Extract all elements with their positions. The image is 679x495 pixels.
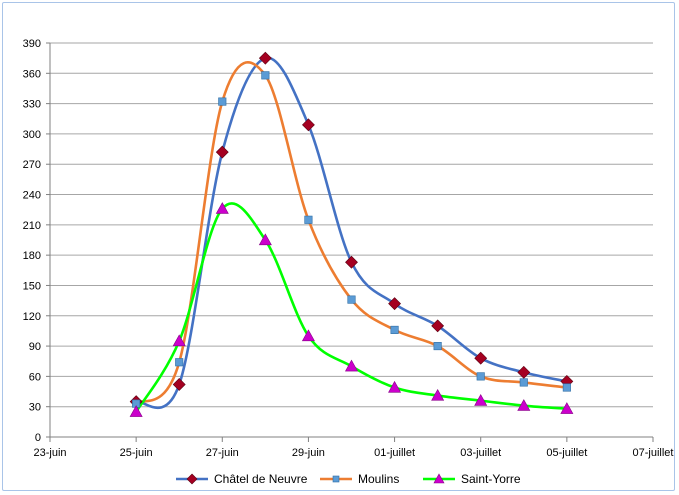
legend-item: Moulins [320,472,399,486]
x-tick-label: 25-juin [120,447,153,459]
data-point-diamond [431,319,445,333]
data-point-triangle [388,380,402,393]
data-point-diamond [215,145,229,159]
data-point-triangle [301,329,315,342]
data-point-diamond [474,351,488,365]
y-tick-label: 60 [29,371,41,383]
data-point-diamond [388,297,401,311]
y-tick-label: 30 [29,402,41,414]
x-tick-label: 07-juillet [633,447,674,459]
data-point-square [433,342,442,351]
y-tick-label: 0 [35,432,41,444]
data-point-square [562,383,571,392]
legend-label: Moulins [358,472,399,486]
data-point-square [519,378,528,387]
x-axis-ticks: 23-juin 25-juin 27-juin 29-juin 01-juillet 03… [33,437,673,459]
legend-label: Saint-Yorre [461,472,521,486]
y-tick-label: 150 [23,280,41,292]
data-point-triangle [560,402,574,414]
data-point-triangle [215,202,229,214]
data-point-square [347,295,356,304]
legend-label: Châtel de Neuvre [214,472,308,486]
data-point-square [332,475,340,483]
data-point-triangle [474,394,488,406]
data-point-diamond [302,118,315,132]
y-tick-label: 120 [23,311,41,323]
gridlines [50,42,653,408]
data-point-diamond [517,365,531,379]
y-axis-ticks: 0 30 60 90 120 150 180 210 240 270 300 330 360 390 [23,38,50,444]
data-point-square [476,372,485,381]
series-line-1 [135,61,568,405]
data-point-square [218,97,227,106]
data-point-triangle [344,359,359,372]
data-point-triangle [431,388,445,401]
data-point-diamond [172,378,186,391]
y-tick-label: 390 [23,38,41,50]
y-tick-label: 90 [29,341,41,353]
x-tick-label: 03-juillet [460,447,501,459]
series-lines [135,56,568,413]
data-point-square [304,215,313,224]
data-point-triangle [517,399,531,411]
y-tick-label: 330 [23,99,41,111]
x-tick-label: 29-juin [292,447,325,459]
y-tick-label: 210 [23,220,41,232]
x-tick-label: 05-juillet [546,447,587,459]
data-point-triangle [172,334,186,347]
data-point-square [175,358,184,367]
y-tick-label: 300 [23,129,41,141]
x-tick-label: 27-juin [206,447,239,459]
x-tick-label: 01-juillet [374,447,415,459]
series-markers [129,51,574,417]
y-tick-label: 360 [23,68,41,80]
data-point-square [390,325,399,334]
data-point-triangle [433,473,445,484]
legend: Châtel de Neuvre Moulins Saint-Yorre [176,472,521,486]
data-point-diamond [186,473,198,485]
x-tick-label: 23-juin [33,447,66,459]
legend-item: Châtel de Neuvre [176,472,308,486]
axes [49,43,653,438]
y-tick-label: 240 [23,190,41,202]
data-point-diamond [345,255,358,269]
data-point-square [261,71,270,80]
data-point-triangle [129,405,143,417]
data-point-triangle [258,233,272,246]
y-tick-label: 270 [23,159,41,171]
data-point-diamond [258,51,272,65]
y-tick-label: 180 [23,250,41,262]
legend-item: Saint-Yorre [423,472,521,486]
